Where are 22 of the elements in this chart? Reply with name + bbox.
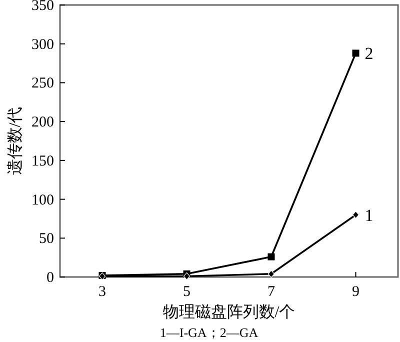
y-tick-label: 0 [46, 270, 54, 286]
y-tick-label: 150 [32, 153, 54, 170]
point [352, 211, 360, 219]
point [268, 270, 275, 278]
series-label: 1 [364, 206, 374, 225]
x-tick-label: 9 [352, 284, 360, 300]
y-tick-label: 350 [32, 0, 54, 14]
y-tick-label: 50 [39, 231, 54, 248]
y-tick-label: 250 [32, 76, 54, 92]
y-axis-title: 遗传数/代 [6, 106, 24, 176]
point [268, 253, 275, 260]
x-axis-title: 物理磁盘阵列数/个 [162, 303, 296, 321]
x-tick-label: 3 [98, 284, 106, 300]
text: 1—I-GA；2—GA [160, 325, 259, 340]
x-tick-label: 5 [183, 284, 190, 300]
point [352, 50, 360, 57]
series-label: 2 [364, 44, 374, 64]
point [183, 272, 190, 280]
x-tick-label: 7 [268, 284, 276, 300]
y-tick-label: 100 [32, 192, 54, 208]
y-tick-label: 200 [32, 114, 54, 131]
y-tick-label: 300 [32, 36, 54, 53]
